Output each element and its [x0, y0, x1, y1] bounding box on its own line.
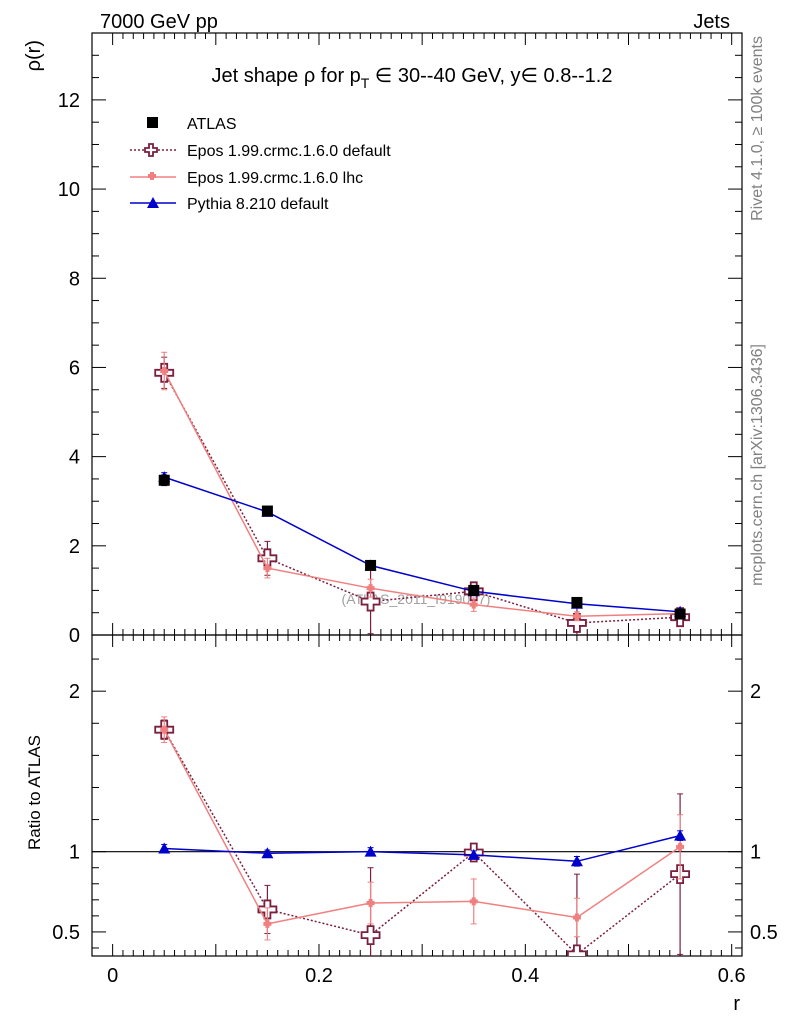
- legend-marker-epos-default: [144, 143, 158, 157]
- data-point-epos_default: [360, 925, 381, 946]
- legend-entry-epos-lhc: Epos 1.99.crmc.1.6.0 lhc: [130, 170, 363, 187]
- legend-label-atlas: ATLAS: [187, 116, 237, 133]
- data-point-epos_lhc: [263, 919, 272, 928]
- series-epos_default: [154, 719, 690, 956]
- data-point-epos_lhc: [160, 725, 169, 734]
- title-pt-subscript: T: [361, 75, 370, 91]
- data-point-epos_lhc: [469, 897, 478, 906]
- data-point-pythia: [467, 848, 480, 860]
- title-rapidity: ∈ 0.8--1.2: [521, 65, 613, 87]
- x-tick-label: 0.4: [511, 965, 539, 987]
- series-epos_lhc: [160, 351, 685, 622]
- series-line-pythia: [163, 476, 681, 613]
- rivet-version-label: Rivet 4.1.0, ≥ 100k events: [749, 36, 766, 221]
- mcplots-reference-label: mcplots.cern.ch [arXiv:1306.3436]: [749, 344, 766, 586]
- plot-title: Jet shape ρ for pT ∈ 30--40 GeV, y∈ 0.8-…: [212, 65, 613, 91]
- legend-marker-epos-lhc: [148, 172, 156, 180]
- legend-entry-atlas: ATLAS: [147, 116, 237, 133]
- main-y-tick-label: 10: [58, 179, 80, 201]
- ratio-y-tick-label-right: 2: [750, 681, 761, 703]
- legend-label-pythia: Pythia 8.210 default: [187, 196, 329, 213]
- series-line-epos_lhc: [163, 729, 681, 925]
- data-point-epos_lhc: [676, 842, 685, 851]
- ratio-y-axis-label: Ratio to ATLAS: [25, 735, 44, 850]
- data-point-atlas: [571, 596, 583, 608]
- legend-label-epos-default: Epos 1.99.crmc.1.6.0 default: [187, 143, 391, 160]
- main-data-layer: [154, 351, 690, 635]
- series-line-epos_lhc: [163, 370, 681, 618]
- main-y-tick-label: 4: [69, 447, 80, 469]
- header-category: Jets: [693, 11, 730, 33]
- series-epos_lhc: [160, 716, 685, 941]
- title-prefix: Jet shape: [212, 65, 304, 87]
- data-point-atlas: [674, 608, 686, 620]
- series-pythia: [158, 829, 687, 867]
- ratio-y-tick-label: 0.5: [52, 922, 80, 944]
- main-axis-ticks: 0 2 4 6 8 10 12: [58, 32, 742, 647]
- data-point-pythia: [570, 855, 583, 867]
- main-y-tick-label: 2: [69, 536, 80, 558]
- main-y-tick-label: 8: [69, 268, 80, 290]
- title-for: for p: [315, 65, 361, 87]
- ratio-panel-frame: [91, 634, 743, 957]
- x-tick-label: 0.2: [305, 965, 333, 987]
- x-tick-label: 0: [107, 965, 118, 987]
- series-line-epos_default: [163, 729, 681, 956]
- legend-entry-epos-default: Epos 1.99.crmc.1.6.0 default: [130, 143, 391, 160]
- data-point-pythia: [261, 847, 274, 859]
- data-point-atlas: [261, 505, 273, 517]
- header-energy: 7000 GeV pp: [100, 11, 218, 33]
- data-point-epos_lhc: [572, 913, 581, 922]
- data-point-epos_default: [360, 591, 381, 612]
- ratio-y-tick-label-right: 0.5: [750, 922, 778, 944]
- x-axis-label: r: [733, 993, 740, 1015]
- data-point-pythia: [158, 842, 171, 854]
- data-point-pythia: [674, 829, 687, 841]
- ratio-y-tick-label: 1: [69, 842, 80, 864]
- legend: ATLAS Epos 1.99.crmc.1.6.0 default Epos …: [130, 116, 391, 213]
- ratio-axis-ticks: 0 0.2 0.4 0.60.5 0.51 12 2: [52, 635, 778, 987]
- series-line-pythia: [164, 834, 681, 863]
- ratio-y-tick-label: 2: [69, 681, 80, 703]
- data-point-epos_lhc: [263, 564, 272, 573]
- series-atlas: [158, 474, 686, 620]
- data-point-atlas: [468, 584, 480, 596]
- legend-entry-pythia: Pythia 8.210 default: [130, 196, 329, 213]
- data-point-epos_lhc: [366, 899, 375, 908]
- legend-marker-atlas: [147, 117, 158, 128]
- data-point-epos_lhc: [366, 584, 375, 593]
- data-point-epos_default: [567, 944, 587, 956]
- ratio-data-layer: [92, 716, 742, 956]
- data-point-pythia: [364, 845, 377, 857]
- main-y-tick-label: 6: [69, 357, 80, 379]
- legend-label-epos-lhc: Epos 1.99.crmc.1.6.0 lhc: [187, 170, 363, 187]
- data-point-epos_lhc: [160, 367, 169, 376]
- title-range: ∈ 30--40 GeV, y: [369, 65, 520, 87]
- title-rho: ρ: [304, 65, 315, 87]
- data-point-epos_default: [567, 613, 587, 633]
- main-y-tick-label: 0: [69, 625, 80, 647]
- data-point-epos_lhc: [572, 612, 581, 621]
- legend-marker-pythia: [147, 197, 159, 208]
- x-tick-label: 0.6: [718, 965, 746, 987]
- series-line-epos_default: [163, 372, 681, 624]
- data-point-atlas: [365, 559, 377, 571]
- main-y-tick-label: 12: [58, 90, 80, 112]
- data-point-epos_lhc: [469, 600, 478, 609]
- data-point-atlas: [158, 474, 170, 486]
- main-y-axis-label: ρ(r): [23, 40, 45, 71]
- ratio-y-tick-label-right: 1: [750, 842, 761, 864]
